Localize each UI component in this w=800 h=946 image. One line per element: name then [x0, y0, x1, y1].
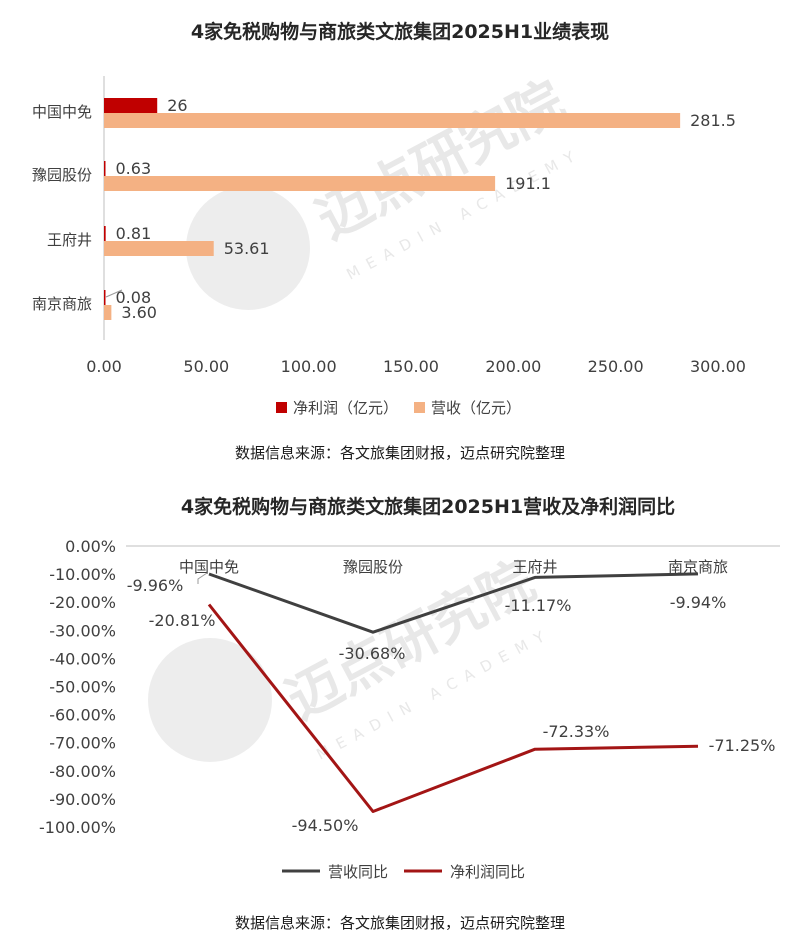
chart1-x-tick: 50.00: [183, 357, 229, 376]
chart1-profit-label: 0.08: [116, 288, 152, 307]
chart1-revenue-bar: [104, 176, 496, 191]
chart1-legend-profit: 净利润（亿元）: [293, 399, 398, 417]
chart1-legend-swatch-revenue: [414, 402, 425, 413]
chart1-profit-bar: [104, 98, 158, 113]
chart1-profit-bar: [104, 226, 106, 241]
chart2-leader-line: [197, 572, 208, 584]
watermark-logo-1: [186, 186, 310, 310]
chart2-y-tick: 0.00%: [65, 537, 116, 556]
chart2-y-tick: -90.00%: [49, 790, 116, 809]
chart2-y-tick: -70.00%: [49, 734, 116, 753]
chart1-x-tick: 100.00: [281, 357, 337, 376]
chart1-x-tick: 150.00: [383, 357, 439, 376]
chart2-revenue-label: -9.94%: [670, 593, 727, 612]
chart1-x-tick: 300.00: [690, 357, 746, 376]
chart2-category-label: 王府井: [512, 558, 557, 576]
chart2-source: 数据信息来源：各文旅集团财报，迈点研究院整理: [235, 914, 565, 932]
chart2-y-tick: -30.00%: [49, 621, 116, 640]
chart1-profit-bar: [104, 161, 106, 176]
chart1-leader-line: [105, 289, 123, 298]
chart1-revenue-bar: [104, 305, 112, 320]
chart1-category-label: 豫园股份: [32, 166, 92, 184]
chart2-legend-profit: 净利润同比: [450, 863, 525, 881]
chart2-category-label: 中国中免: [179, 558, 239, 576]
chart2-legend-revenue: 营收同比: [328, 863, 388, 881]
chart1-legend-revenue: 营收（亿元）: [431, 399, 521, 417]
chart2-profit-label: -71.25%: [709, 736, 776, 755]
chart1-profit-label: 26: [167, 96, 187, 115]
chart2-category-label: 南京商旅: [668, 558, 728, 576]
chart2-y-tick: -100.00%: [39, 818, 116, 837]
chart2-profit-label: -94.50%: [292, 816, 359, 835]
chart1-source: 数据信息来源：各文旅集团财报，迈点研究院整理: [235, 444, 565, 462]
chart1-category-label: 南京商旅: [32, 295, 92, 313]
chart1-revenue-bar: [104, 241, 214, 256]
chart1-x-tick: 0.00: [86, 357, 122, 376]
chart1-category-label: 中国中免: [32, 103, 92, 121]
chart1-title: 4家免税购物与商旅类文旅集团2025H1业绩表现: [191, 20, 609, 43]
chart2-profit-line: [207, 603, 699, 813]
chart2-y-tick: -60.00%: [49, 706, 116, 725]
chart1-revenue-label: 191.1: [505, 174, 551, 193]
chart2-profit-label: -72.33%: [543, 722, 610, 741]
chart2-y-tick: -10.00%: [49, 565, 116, 584]
chart1-legend-swatch-profit: [276, 402, 287, 413]
chart2-y-tick: -80.00%: [49, 762, 116, 781]
chart1-profit-bar: [104, 290, 106, 305]
chart1-x-tick: 250.00: [588, 357, 644, 376]
chart2-category-label: 豫园股份: [343, 558, 403, 576]
chart1-profit-label: 0.81: [116, 224, 152, 243]
watermark-logo-2: [148, 638, 272, 762]
chart1-x-tick: 200.00: [485, 357, 541, 376]
chart2-revenue-label: -9.96%: [127, 576, 184, 595]
chart2-revenue-label: -11.17%: [505, 596, 572, 615]
chart1-revenue-label: 3.60: [121, 303, 157, 322]
chart1-revenue-label: 281.5: [690, 111, 736, 130]
chart1-revenue-bar: [104, 113, 681, 128]
chart2-y-tick: -40.00%: [49, 649, 116, 668]
chart2-y-tick: -20.00%: [49, 593, 116, 612]
chart2-y-tick: -50.00%: [49, 678, 116, 697]
chart1-profit-label: 0.63: [116, 159, 152, 178]
chart2-title: 4家免税购物与商旅类文旅集团2025H1营收及净利润同比: [181, 495, 675, 518]
chart1-revenue-label: 53.61: [224, 239, 270, 258]
chart2-revenue-label: -30.68%: [339, 644, 406, 663]
chart1-category-label: 王府井: [47, 231, 92, 249]
chart2-revenue-line: [208, 572, 699, 634]
chart2-profit-label: -20.81%: [149, 611, 216, 630]
